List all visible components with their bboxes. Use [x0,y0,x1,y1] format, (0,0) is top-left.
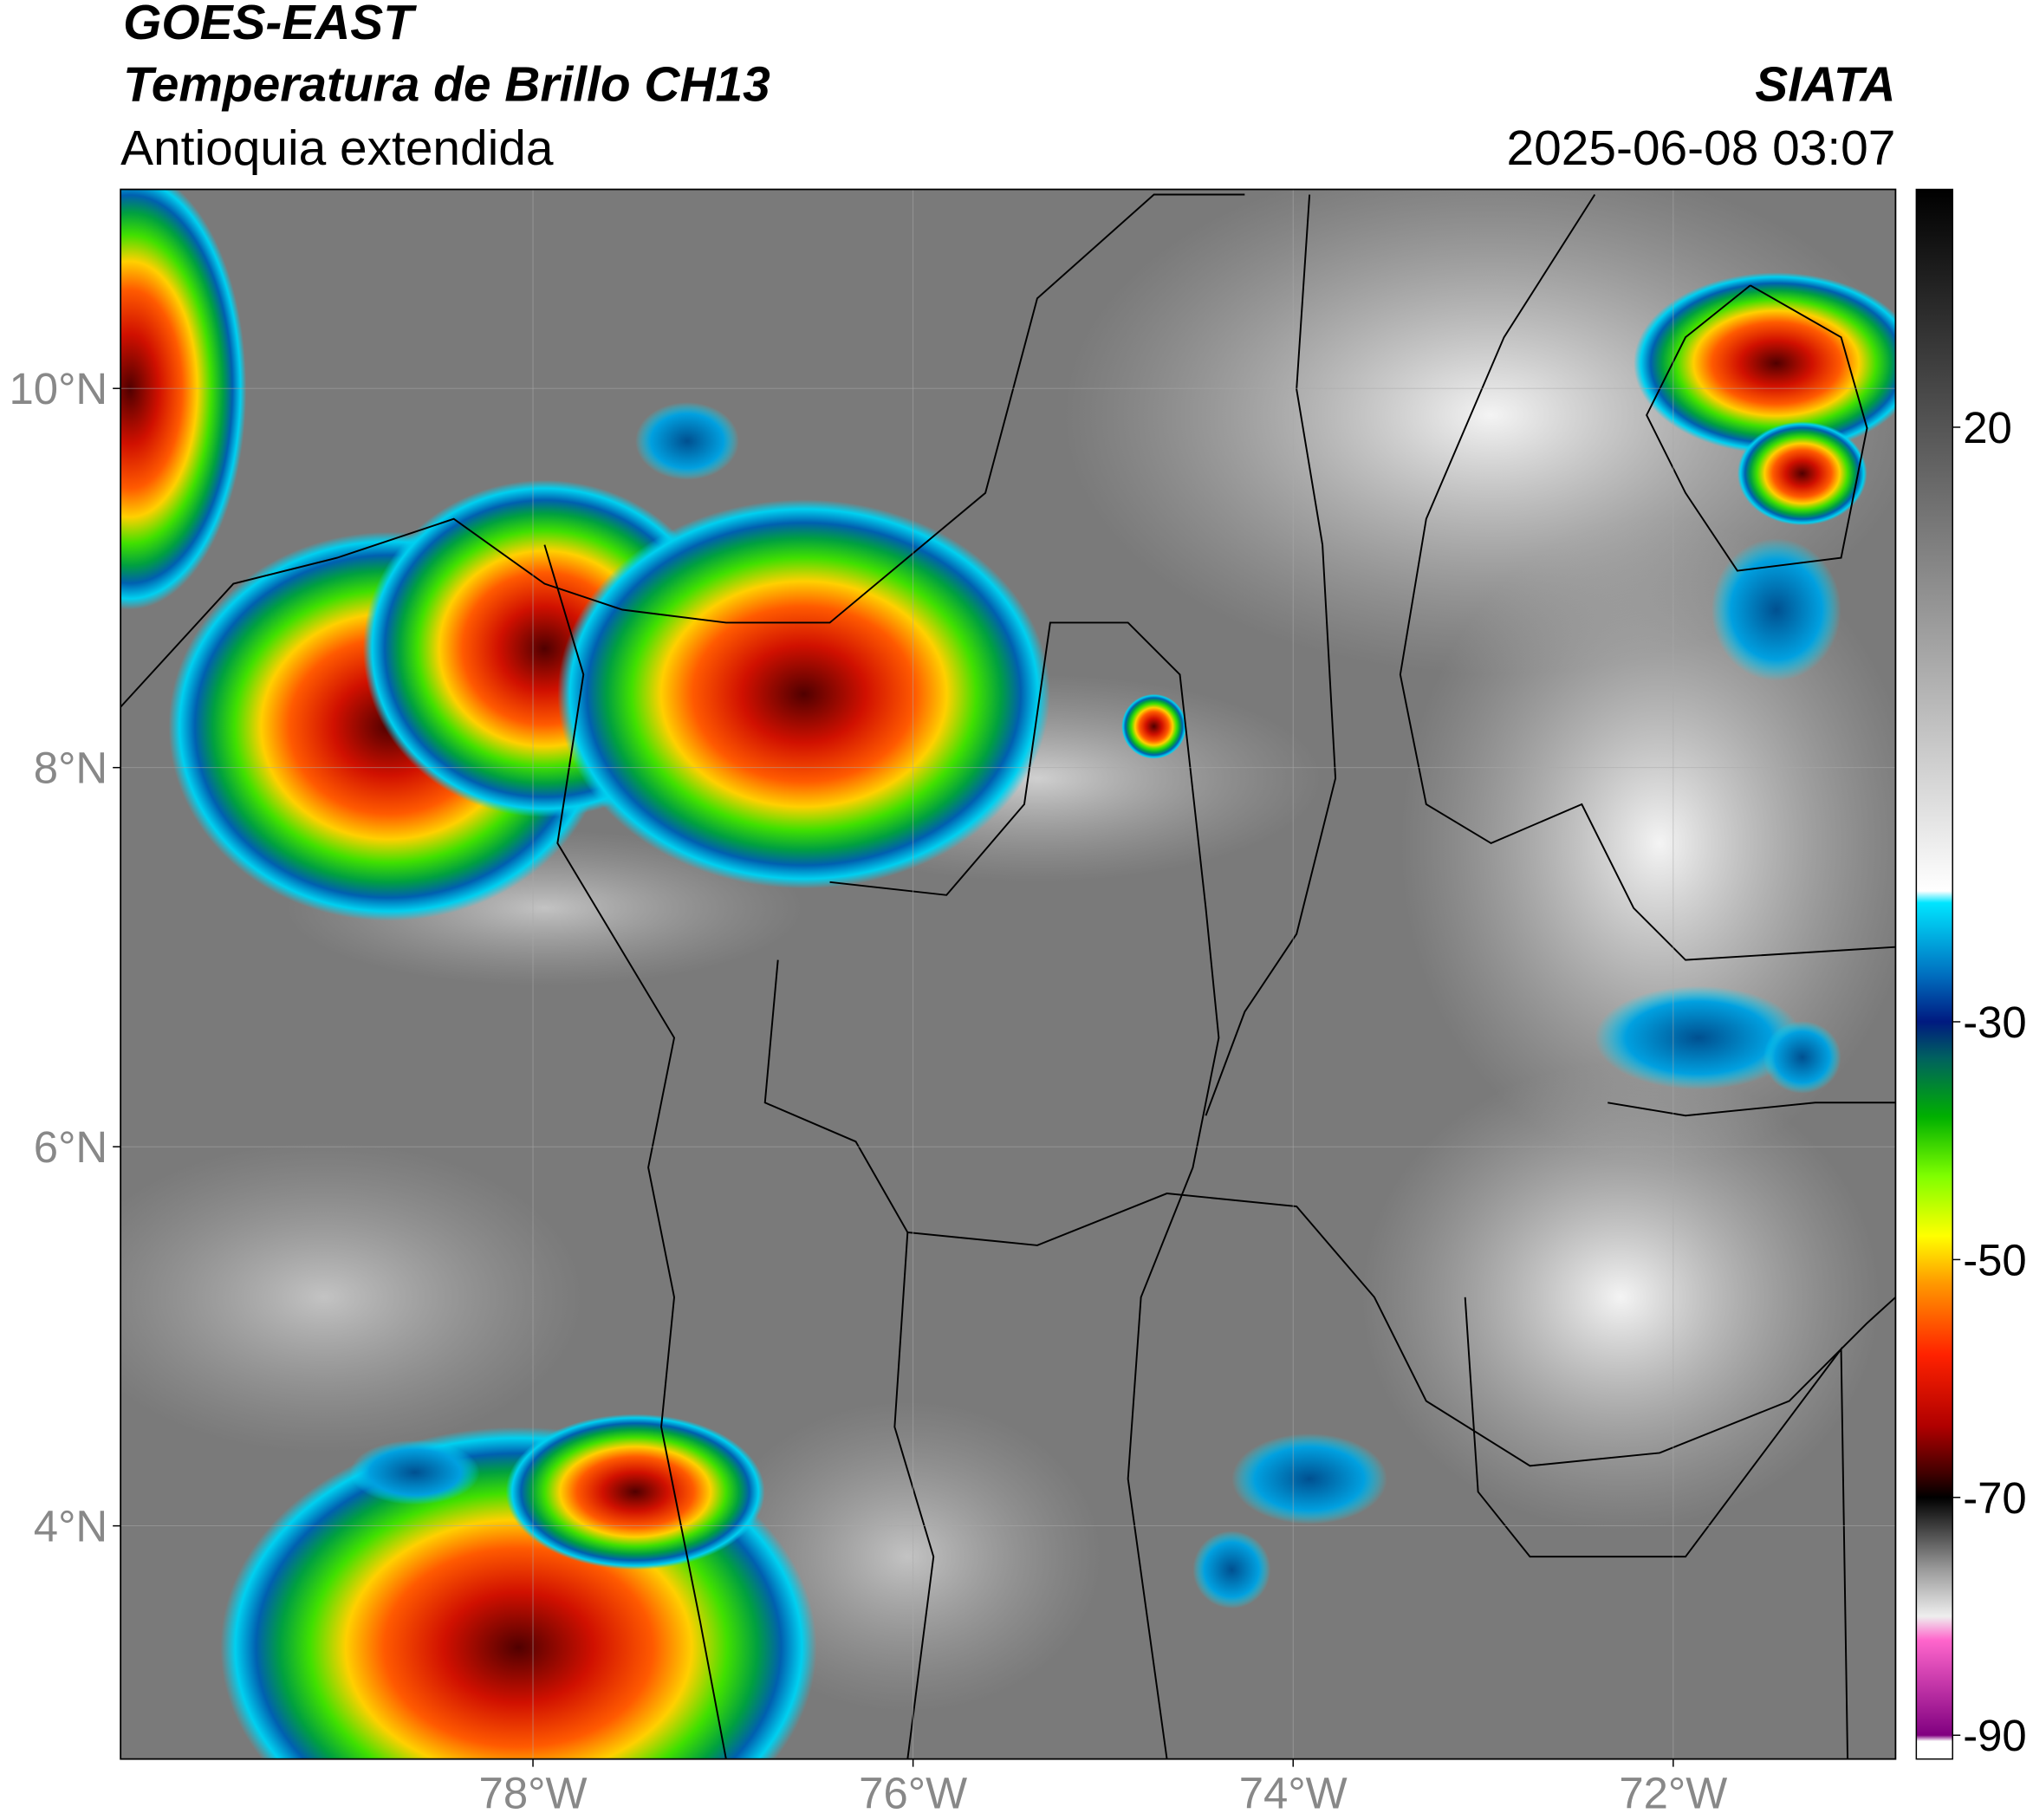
source: SIATA [1755,58,1895,113]
colorbar [1915,188,1953,1760]
y-tick-label: 8°N [34,744,107,793]
map-frame [120,188,1897,1760]
map-image [120,189,1896,1759]
colorbar-tick-label: -50 [1963,1235,2027,1284]
x-tick-label: 78°W [479,1769,588,1818]
x-tick-label: 74°W [1239,1769,1348,1818]
x-tick-label: 72°W [1619,1769,1727,1818]
y-tick-label: 4°N [34,1502,107,1551]
datetime: 2025-06-08 03:07 [1507,121,1896,176]
subtitle: Temperatura de Brillo CH13 [123,58,770,113]
y-tick-label: 10°N [10,364,108,413]
colorbar-tick-label: 20 [1963,403,2012,452]
colorbar-tick-label: -70 [1963,1473,2027,1523]
colorbar-tick-label: -90 [1963,1711,2027,1760]
colorbar-tick-label: -30 [1963,998,2027,1047]
title: GOES-EAST [123,0,417,50]
x-tick-label: 76°W [859,1769,967,1818]
region: Antioquia extendida [120,121,554,176]
y-tick-label: 6°N [34,1122,107,1172]
